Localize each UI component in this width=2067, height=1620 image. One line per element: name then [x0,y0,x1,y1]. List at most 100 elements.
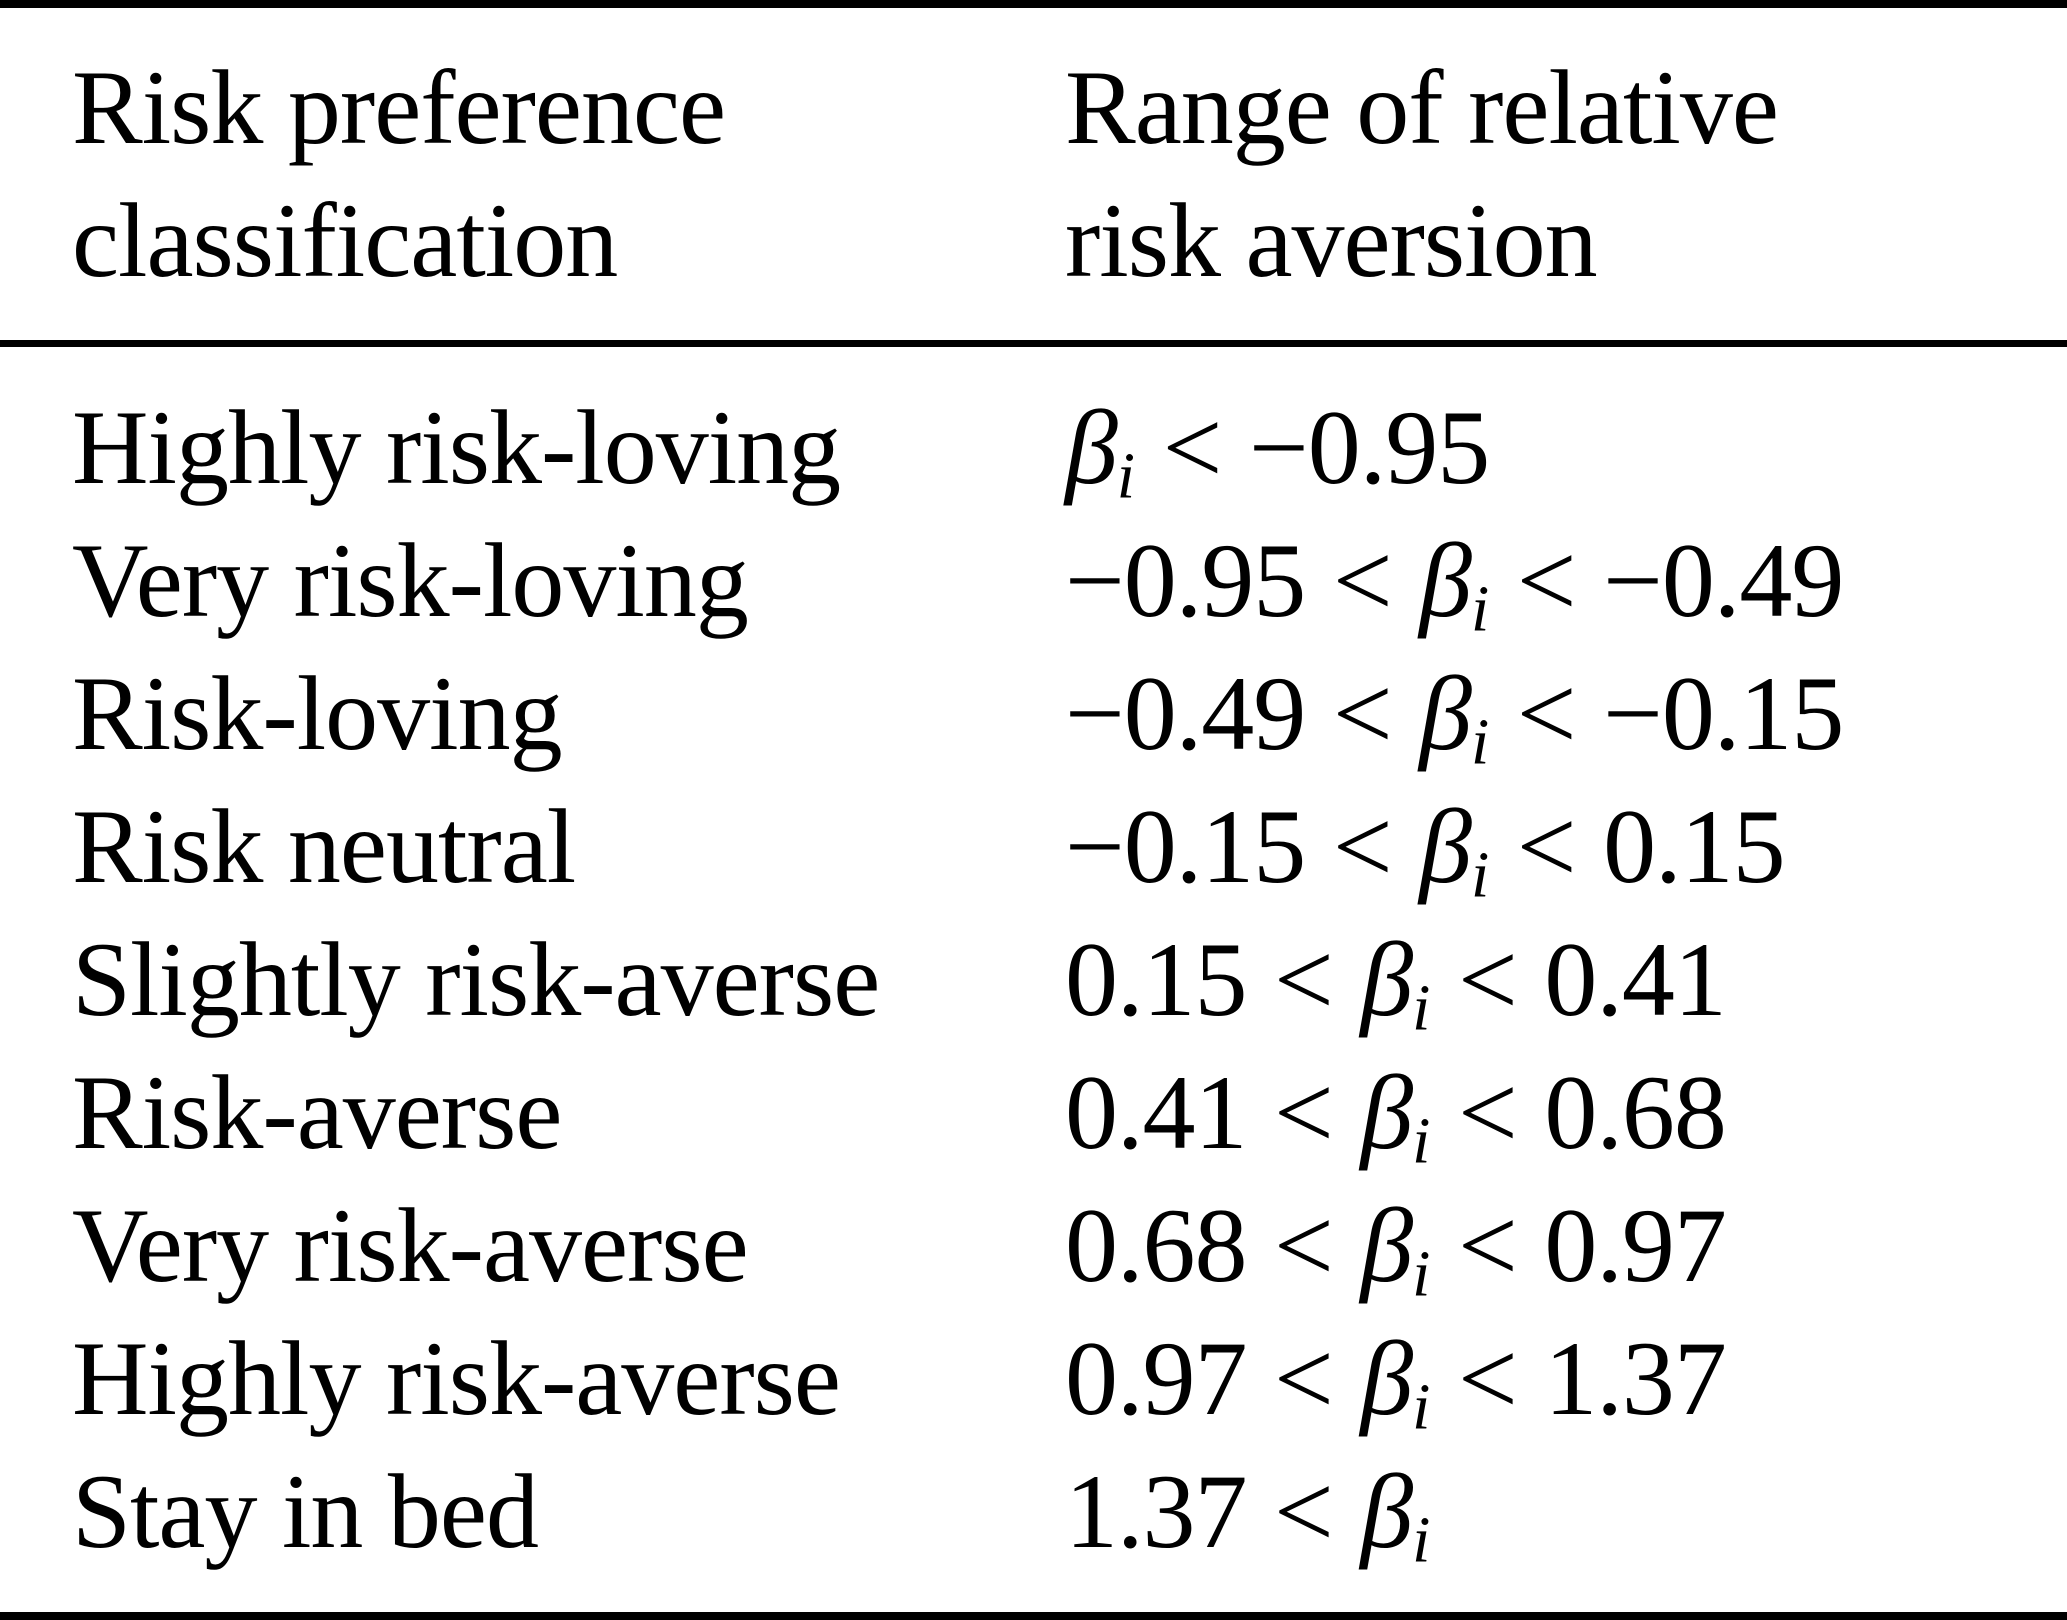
classification-label: Highly risk-averse [72,1320,841,1437]
table-row: Highly risk-averse 0.97 < βi <1.37 [0,1312,2067,1445]
beta-symbol: βi [1065,389,1136,513]
beta-subscript: i [1116,439,1136,513]
less-than-symbol: < [1516,655,1577,772]
range-cell: −0.95 < βi < −0.49 [1065,514,2067,675]
header-classification-line2: classification [72,182,618,299]
range-cell: 0.97 < βi <1.37 [1065,1312,2067,1473]
range-lower-bound: 0.68 [1065,1187,1247,1304]
less-than-symbol: < [1457,1187,1518,1304]
range-expression: 1.37 < βi [1065,1453,1431,1577]
range-expression: −0.49 < βi < −0.15 [1065,655,1844,779]
beta-symbol: βi [1360,921,1431,1045]
classification-label: Stay in bed [72,1453,539,1570]
classification-cell: Slightly risk-averse [0,913,1065,1074]
less-than-symbol: < [1332,655,1393,772]
classification-label: Risk-loving [72,655,563,772]
beta-subscript: i [1470,572,1490,646]
table-row: Very risk-loving −0.95 < βi < −0.49 [0,514,2067,647]
classification-cell: Very risk-loving [0,514,1065,675]
beta-symbol: βi [1360,1320,1431,1444]
beta-symbol: βi [1360,1453,1431,1577]
range-upper-bound: 1.37 [1544,1320,1726,1437]
less-than-symbol: < [1332,522,1393,639]
range-expression: −0.15 < βi <0.15 [1065,788,1786,912]
classification-label: Very risk-loving [72,522,749,639]
classification-cell: Risk neutral [0,780,1065,941]
classification-cell: Very risk-averse [0,1179,1065,1340]
range-lower-bound: 0.15 [1065,921,1247,1038]
less-than-symbol: < [1516,522,1577,639]
range-lower-bound: −0.15 [1065,788,1306,905]
less-than-symbol: < [1274,921,1334,1038]
header-range: Range of relative risk aversion [1065,41,2067,307]
less-than-symbol: < [1162,389,1223,506]
classification-label: Highly risk-loving [72,389,841,506]
table-row: Very risk-averse 0.68 < βi <0.97 [0,1179,2067,1312]
beta-subscript: i [1412,1503,1431,1577]
classification-cell: Risk-averse [0,1046,1065,1207]
less-than-symbol: < [1274,1187,1334,1304]
range-cell: 0.15 < βi <0.41 [1065,913,2067,1074]
range-cell: 0.68 < βi <0.97 [1065,1179,2067,1340]
classification-label: Very risk-averse [72,1187,749,1304]
table-row: Risk-loving −0.49 < βi < −0.15 [0,647,2067,780]
range-upper-bound: 0.15 [1603,788,1785,905]
less-than-symbol: < [1516,788,1577,905]
beta-symbol: βi [1419,788,1490,912]
beta-subscript: i [1412,1237,1431,1311]
classification-cell: Highly risk-averse [0,1312,1065,1473]
range-cell: 1.37 < βi [1065,1445,2067,1606]
less-than-symbol: < [1274,1054,1334,1171]
range-lower-bound: 0.41 [1065,1054,1247,1171]
range-upper-bound: 0.41 [1544,921,1726,1038]
classification-cell: Highly risk-loving [0,381,1065,542]
beta-subscript: i [1470,838,1490,912]
range-upper-bound: 0.68 [1544,1054,1726,1171]
range-upper-bound: −0.15 [1603,655,1844,772]
range-cell: 0.41 < βi <0.68 [1065,1046,2067,1207]
header-range-line2: risk aversion [1065,182,1598,299]
range-cell: −0.15 < βi <0.15 [1065,780,2067,941]
classification-label: Slightly risk-averse [72,921,880,1038]
beta-symbol: βi [1419,522,1490,646]
range-cell: −0.49 < βi < −0.15 [1065,647,2067,808]
beta-symbol: βi [1419,655,1490,779]
range-lower-bound: −0.95 [1065,522,1306,639]
range-lower-bound: 1.37 [1065,1453,1247,1570]
classification-cell: Risk-loving [0,647,1065,808]
bottom-rule [0,1612,2067,1620]
less-than-symbol: < [1457,1054,1518,1171]
table-body: Highly risk-loving βi < −0.95 Very risk-lo… [0,347,2067,1612]
range-upper-bound: −0.95 [1248,389,1490,506]
less-than-symbol: < [1274,1453,1334,1570]
beta-subscript: i [1412,971,1431,1045]
header-separator-rule [0,340,2067,347]
range-cell: βi < −0.95 [1065,381,2067,542]
beta-symbol: βi [1360,1187,1431,1311]
range-expression: 0.41 < βi <0.68 [1065,1054,1727,1178]
less-than-symbol: < [1457,1320,1518,1437]
beta-subscript: i [1412,1370,1431,1444]
range-expression: βi < −0.95 [1065,389,1490,513]
table-row: Risk-averse 0.41 < βi <0.68 [0,1046,2067,1179]
range-upper-bound: 0.97 [1544,1187,1726,1304]
range-expression: 0.97 < βi <1.37 [1065,1320,1727,1444]
less-than-symbol: < [1457,921,1518,1038]
table-header: Risk preference classification Range of … [0,8,2067,340]
classification-label: Risk neutral [72,788,576,905]
header-range-line1: Range of relative [1065,49,1779,166]
range-lower-bound: 0.97 [1065,1320,1247,1437]
classification-cell: Stay in bed [0,1445,1065,1606]
range-upper-bound: −0.49 [1603,522,1844,639]
table-row: Highly risk-loving βi < −0.95 [0,381,2067,514]
beta-subscript: i [1412,1104,1431,1178]
range-expression: 0.68 < βi <0.97 [1065,1187,1727,1311]
header-classification: Risk preference classification [0,41,1065,307]
table-row: Slightly risk-averse 0.15 < βi <0.41 [0,913,2067,1046]
range-expression: −0.95 < βi < −0.49 [1065,522,1844,646]
beta-symbol: βi [1360,1054,1431,1178]
less-than-symbol: < [1274,1320,1334,1437]
table-row: Stay in bed 1.37 < βi [0,1445,2067,1578]
table-row: Risk neutral −0.15 < βi <0.15 [0,780,2067,913]
